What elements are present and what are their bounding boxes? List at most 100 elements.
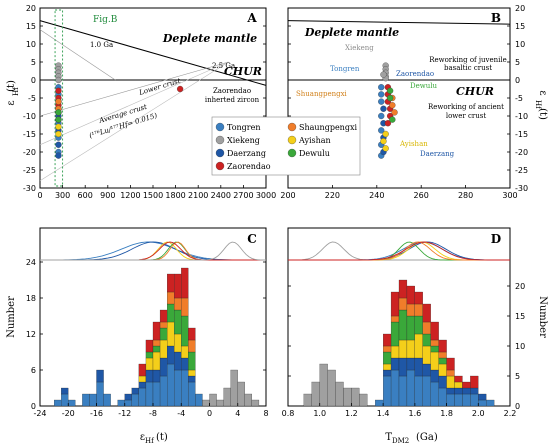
bar-ayishan (181, 345, 189, 359)
point-tongren (378, 98, 385, 105)
bar-shaungpengxi (398, 297, 408, 311)
bar-tongren (195, 393, 203, 407)
panel-a-ylabel-sub: Hf (12, 86, 20, 96)
bar-tongren (188, 381, 196, 407)
bar-tongren (96, 381, 104, 407)
bar-xiekeng (223, 387, 231, 407)
chur-label-a: CHUR (224, 65, 262, 78)
point-zaorendao (176, 85, 184, 93)
y-tick-label: -30 (515, 184, 528, 193)
point-zaorendao (384, 120, 392, 127)
bar-ayishan (406, 339, 415, 359)
y-tick-label: -5 (515, 94, 523, 103)
bar-daerzang (454, 387, 463, 395)
panel-b-ylabel-sub: Hf (534, 100, 542, 110)
bar-shaungpengxi (406, 303, 415, 317)
bar-dewulu (145, 351, 154, 359)
bar-dewulu (188, 351, 196, 371)
depleted-mantle-line-a (39, 20, 267, 86)
point-dewulu (386, 87, 394, 94)
bar-ayishan (138, 375, 147, 383)
fig-b-label: Fig.B (93, 15, 118, 25)
y-tick-label: 20 (515, 282, 525, 291)
bar-tongren (167, 363, 175, 407)
point-shaungpengxi (389, 102, 396, 109)
bar-dewulu (181, 315, 189, 347)
point-daerzang (380, 105, 387, 112)
bar-shaungpengxi (438, 351, 447, 359)
bar-tongren (145, 381, 154, 407)
y-tick-label: -15 (515, 130, 528, 139)
ancient-label-2: lower crust (446, 112, 487, 120)
point-shaungpengxi (55, 98, 62, 105)
bar-ayishan (430, 351, 439, 371)
x-tick-label: -16 (90, 409, 103, 418)
bar-tongren (398, 375, 408, 407)
bar-daerzang (478, 393, 487, 401)
ga-1-label: 1.0 Ga (90, 41, 113, 49)
legend-label-shaungpengxi: Shaungpengxi (299, 123, 357, 132)
point-ayishan (55, 123, 62, 130)
legend-swatch-dewulu (287, 148, 297, 158)
bar-shaungpengxi (390, 315, 400, 323)
density-curve-daerzang (40, 241, 266, 261)
x-tick-label: -8 (149, 409, 157, 418)
x-tick-label: -24 (33, 409, 46, 418)
density-curve-dewulu (40, 241, 266, 261)
bar-shaungpengxi (188, 339, 196, 353)
y-tick-label: 0 (31, 402, 36, 411)
x-tick-label: 3000 (256, 191, 276, 200)
bar-daerzang (390, 357, 400, 371)
bar-xiekeng (351, 387, 360, 407)
y-tick-label: -30 (23, 184, 36, 193)
juvenile-label-2: basaltic crust (444, 64, 492, 72)
x-tick-label: 0.8 (282, 409, 295, 418)
bar-tongren (430, 381, 439, 407)
x-tick-label: -12 (118, 409, 131, 418)
panel-b-points (378, 62, 398, 159)
bar-xiekeng (303, 393, 312, 407)
panel-d-ylabel: Number (537, 296, 548, 338)
panel-d-xlabel: T (385, 432, 392, 443)
y-tick-label: 15 (515, 312, 525, 321)
bar-zaorendao (470, 375, 479, 389)
bar-tongren (68, 399, 76, 407)
y-tick-label: -25 (23, 166, 36, 175)
bar-tongren (454, 393, 463, 407)
legend-swatch-zaorendao (215, 161, 225, 171)
panel-c-ylabel: Number (6, 296, 17, 338)
x-tick-label: 2100 (188, 191, 208, 200)
bar-daerzang (145, 369, 154, 383)
shuangpengxi-callout: Shuangpengxi (296, 90, 348, 98)
bar-ayishan (145, 357, 154, 371)
bar-xiekeng (311, 381, 320, 407)
bar-tongren (383, 375, 392, 407)
y-tick-label: 20 (515, 4, 525, 13)
bar-daerzang (398, 357, 408, 377)
bar-xiekeng (216, 399, 224, 407)
bar-xiekeng (209, 393, 217, 407)
bar-ayishan (414, 333, 423, 359)
chur-label-b: CHUR (456, 85, 494, 98)
panel-d: D 0.8 1.0 1.2 1.4 1.6 1.8 2.0 2.20 5 10 15 20 Numbe… (282, 227, 548, 445)
bar-tongren (462, 393, 471, 407)
bar-xiekeng (335, 381, 344, 407)
density-curve-ayishan (40, 241, 266, 261)
point-xiekeng (380, 71, 387, 78)
zaorendao-inherited-label-2: inherted zircon (205, 96, 260, 104)
bar-daerzang (422, 363, 431, 377)
deplete-mantle-label-a: Deplete mantle (162, 32, 257, 45)
bar-ayishan (438, 363, 447, 377)
panel-b-reference-lines (287, 20, 511, 81)
bar-ayishan (446, 375, 455, 389)
panel-c-label: C (247, 232, 257, 246)
bar-zaorendao (152, 321, 161, 341)
bar-tongren (478, 399, 487, 407)
legend-label-zaorendao: Zaorendao (227, 162, 271, 171)
y-tick-label: 6 (31, 366, 36, 375)
panel-a-axes: 0 300 600 900 1200 1500 1800 2100 2400 2700 3000 20… (23, 4, 276, 200)
legend: Tongren Shaungpengxi Xiekeng Ayishan Daerzan… (211, 116, 361, 176)
bar-ayishan (390, 345, 400, 359)
depleted-mantle-line-b (287, 20, 511, 25)
bar-zaorendao (398, 279, 408, 299)
